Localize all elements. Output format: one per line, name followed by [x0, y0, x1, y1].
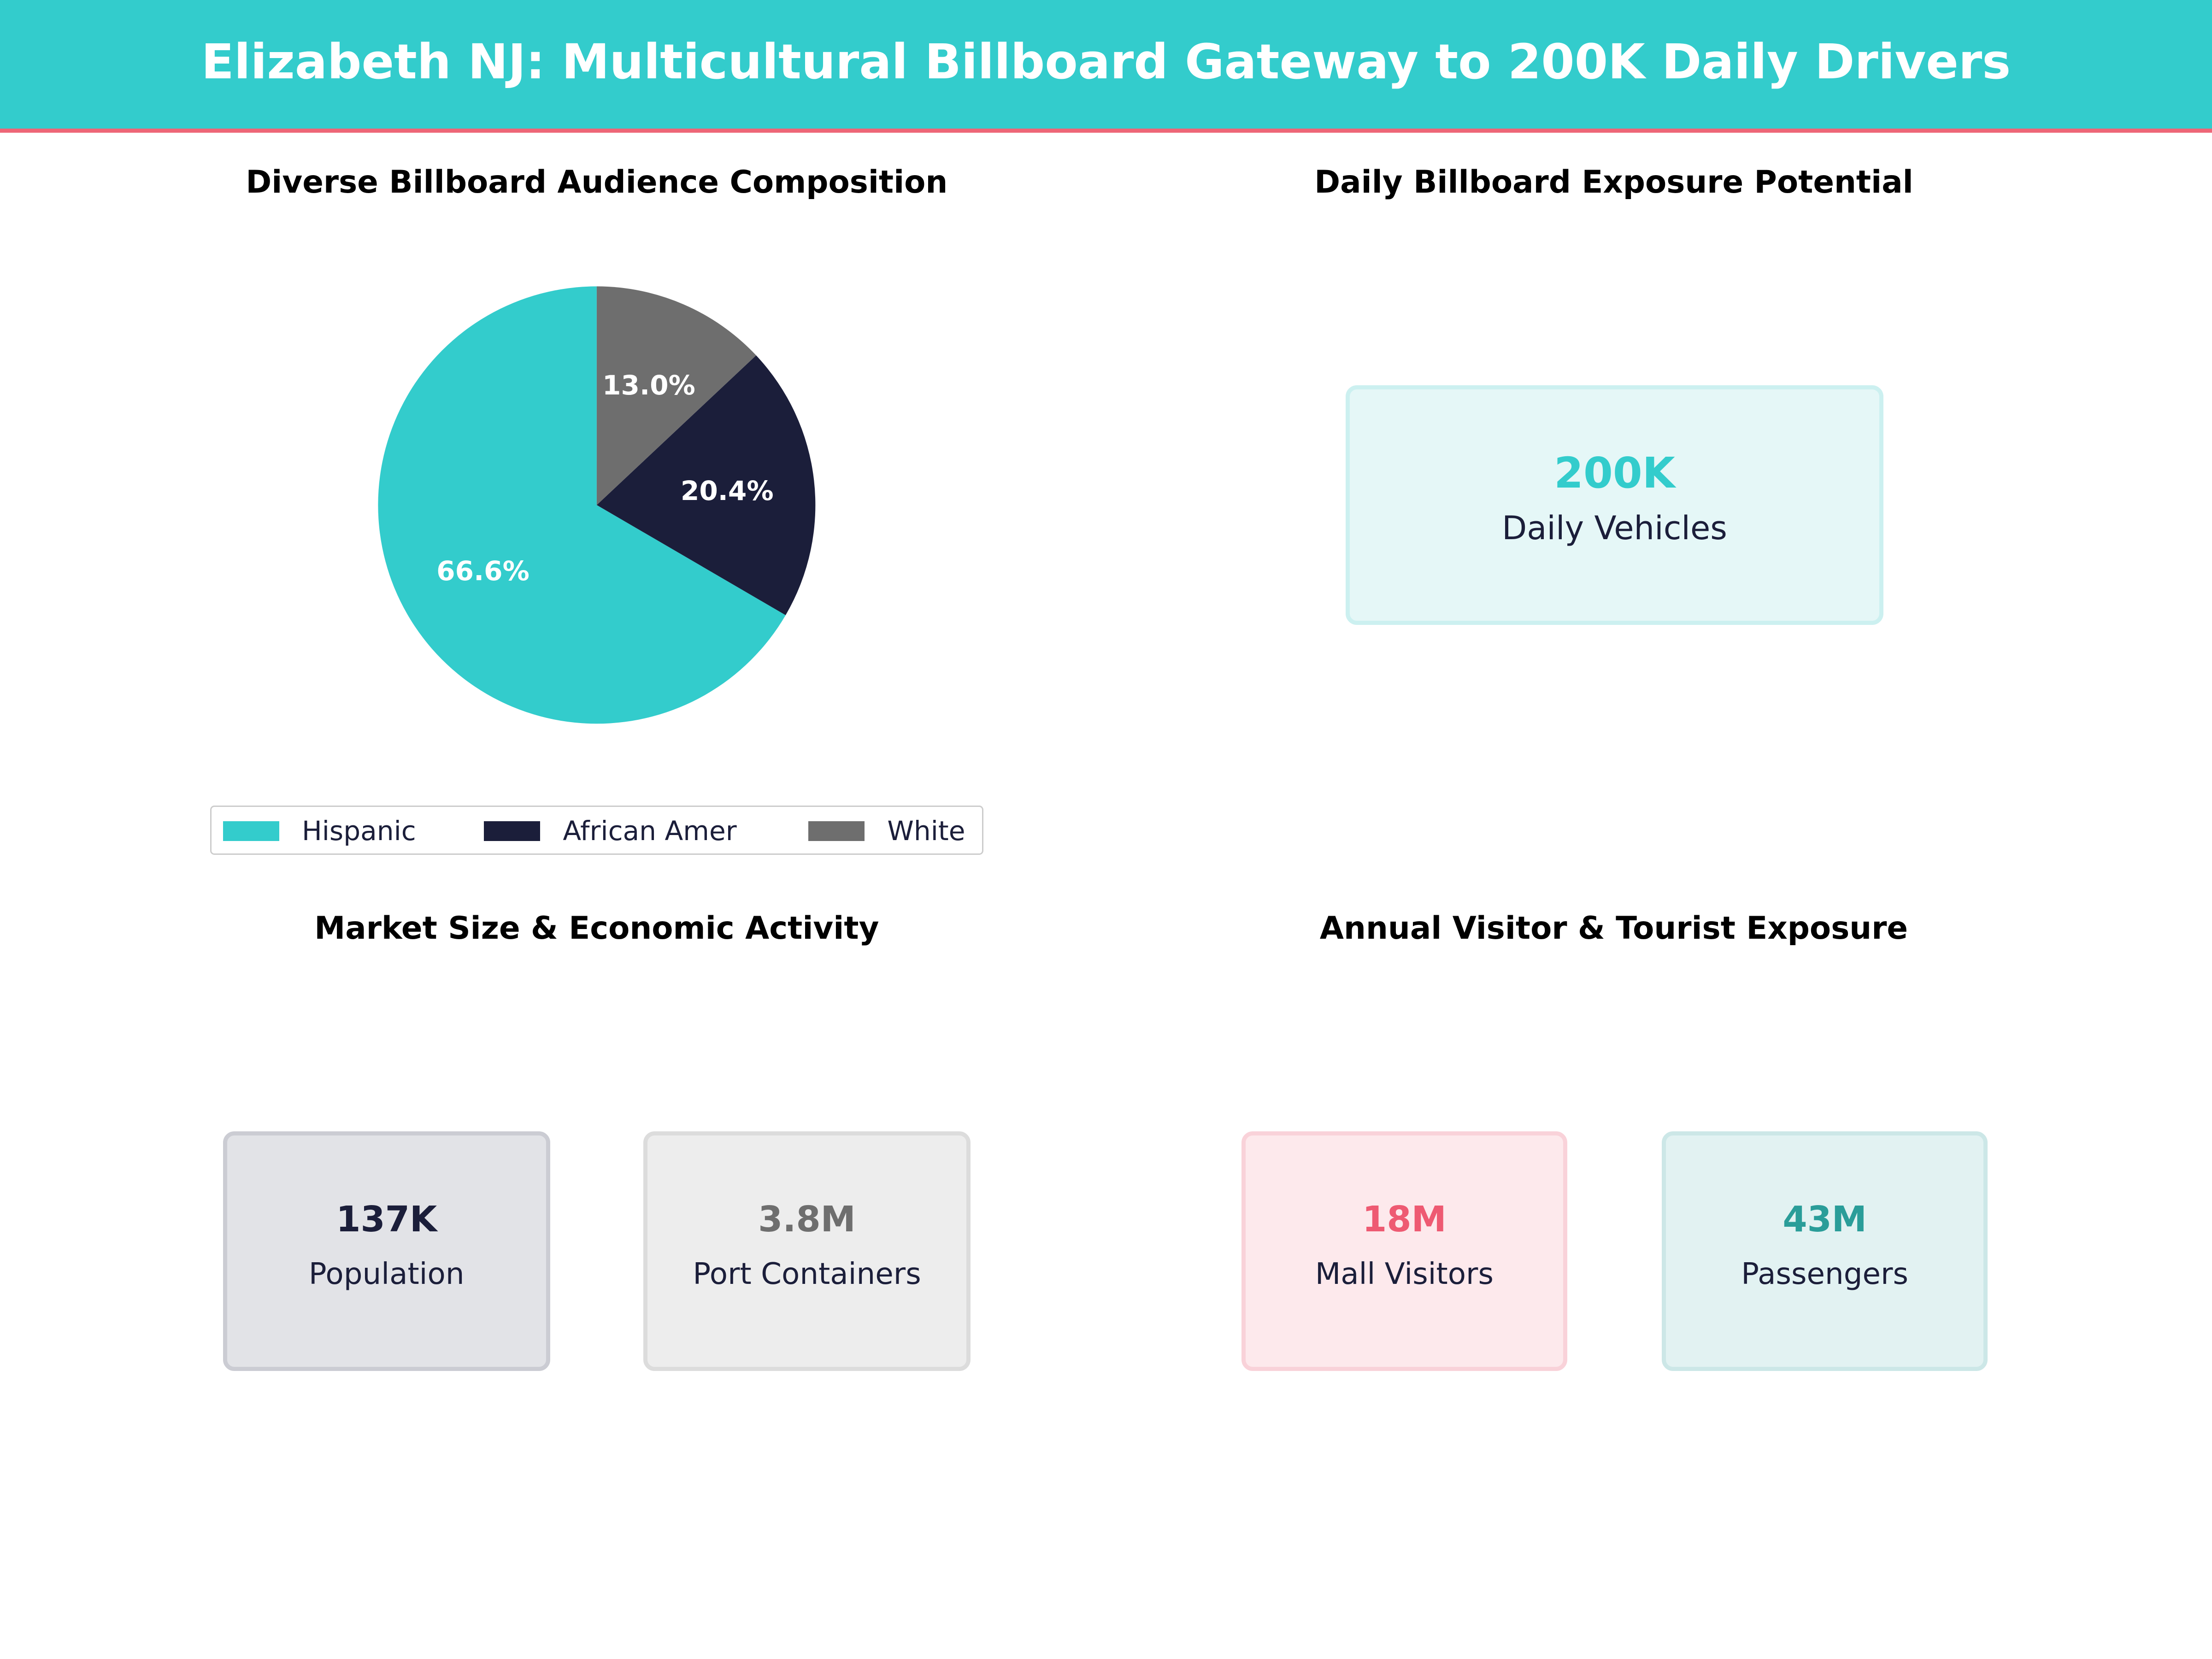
legend-item-white: White: [808, 815, 965, 847]
pie-slice-white: [596, 286, 756, 505]
population-label: Population: [308, 1257, 465, 1292]
population-card: 137K Population: [223, 1131, 550, 1371]
legend-swatch: [483, 821, 541, 841]
population-value: 137K: [336, 1199, 437, 1240]
visitors-title: Annual Visitor & Tourist Exposure: [1319, 910, 1908, 947]
legend-item-african-amer: African Amer: [483, 815, 737, 847]
page-title: Elizabeth NJ: Multicultural Billboard Ga…: [201, 34, 2011, 90]
legend-swatch: [808, 821, 865, 841]
audience-title: Diverse Billboard Audience Composition: [246, 164, 948, 200]
mall-visitors-value: 18M: [1362, 1199, 1447, 1240]
pie-label: 13.0%: [602, 370, 695, 401]
market-title: Market Size & Economic Activity: [314, 910, 879, 947]
port-containers-label: Port Containers: [693, 1257, 921, 1292]
daily-vehicles-value: 200K: [1554, 448, 1675, 498]
passengers-label: Passengers: [1741, 1257, 1908, 1292]
legend-swatch: [223, 821, 280, 841]
mall-visitors-card: 18M Mall Visitors: [1241, 1131, 1567, 1371]
pie-slice-hispanic: [378, 286, 786, 724]
legend-label: African Amer: [563, 815, 737, 847]
pie-legend: Hispanic African Amer White: [210, 805, 983, 855]
legend-label: White: [887, 815, 965, 847]
daily-vehicles-card: 200K Daily Vehicles: [1346, 385, 1883, 625]
exposure-title: Daily Billboard Exposure Potential: [1314, 164, 1913, 200]
daily-vehicles-label: Daily Vehicles: [1502, 509, 1727, 547]
mall-visitors-label: Mall Visitors: [1315, 1257, 1494, 1292]
header-banner: Elizabeth NJ: Multicultural Billboard Ga…: [0, 0, 2212, 133]
legend-label: Hispanic: [302, 815, 416, 847]
port-containers-value: 3.8M: [758, 1199, 856, 1240]
port-containers-card: 3.8M Port Containers: [643, 1131, 971, 1371]
audience-pie-chart: 66.6% 20.4% 13.0%: [378, 286, 816, 724]
passengers-card: 43M Passengers: [1662, 1131, 1988, 1371]
pie-label: 20.4%: [681, 475, 774, 506]
passengers-value: 43M: [1783, 1199, 1867, 1240]
pie-slice-african-amer: [596, 355, 816, 615]
legend-item-hispanic: Hispanic: [223, 815, 416, 847]
pie-label: 66.6%: [436, 555, 529, 587]
